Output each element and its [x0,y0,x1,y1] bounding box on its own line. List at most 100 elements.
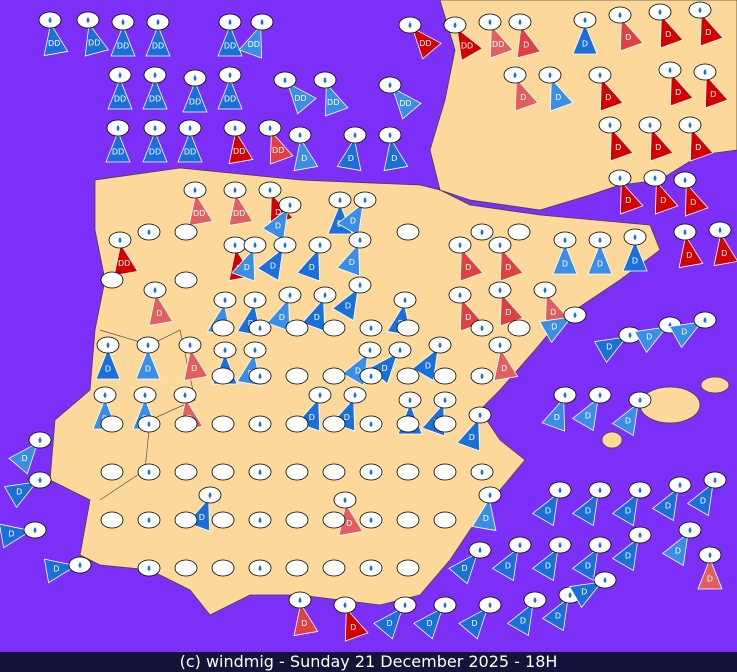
rain-icon [633,234,637,240]
rain-icon [458,292,462,298]
wind-arrow [411,27,442,60]
station [100,511,124,529]
wind-label: D [520,93,526,102]
wind-arrow [110,24,136,57]
rain-icon [518,542,522,548]
rain-icon [146,342,150,348]
wind-label: D [469,433,475,442]
wind-arrow [458,607,489,640]
wind-label: D [501,364,507,373]
wind-arrow [459,247,484,282]
rain-icon [618,12,622,18]
wind-arrow [552,242,578,275]
wind-arrow [654,180,679,215]
wind-arrow [514,77,539,112]
wind-arrow [261,207,289,242]
wind-arrow [293,137,319,172]
station [211,511,235,529]
rain-icon [268,187,272,193]
rain-icon [398,347,402,353]
wind-arrow [699,12,724,47]
wind-label: DD [492,40,504,49]
wind-label: D [665,501,671,510]
wind-label: D [675,88,681,97]
wind-arrow [84,22,110,57]
rain-icon [388,132,392,138]
wind-label: D [16,488,22,497]
rain-icon [408,397,412,403]
station [211,319,235,337]
rain-icon [708,552,712,558]
rain-icon [369,325,373,331]
wind-arrow [8,442,39,475]
wind-arrow [142,77,168,110]
rain-icon [598,72,602,78]
rain-icon [658,9,662,15]
station [322,463,346,481]
rain-icon [147,421,151,427]
wind-label: DD [48,39,60,48]
rain-icon [558,487,562,493]
rain-icon [408,22,412,28]
station [285,511,309,529]
rain-icon [518,19,522,25]
rain-icon [228,19,232,25]
wind-label: D [646,333,652,342]
rain-icon [608,122,612,128]
wind-arrow [669,72,694,107]
wind-arrow [296,247,321,282]
wind-arrow [697,557,723,590]
station [507,319,531,337]
rain-icon [223,297,227,303]
rain-icon [369,421,373,427]
station [396,367,420,385]
wind-label: D [681,328,687,337]
wind-label: D [426,619,432,628]
rain-icon [253,297,257,303]
wind-arrow [188,192,214,227]
wind-arrow [266,297,291,332]
rain-icon [478,412,482,418]
rain-icon [118,72,122,78]
rain-icon [147,565,151,571]
wind-arrow [411,347,439,382]
station [100,463,124,481]
station [285,367,309,385]
rain-icon [438,342,442,348]
wind-label: D [425,361,431,370]
station [285,559,309,577]
rain-icon [683,229,687,235]
wind-arrow [391,87,422,120]
land-ibiza [601,431,623,449]
station [396,463,420,481]
station [174,463,198,481]
rain-icon [228,72,232,78]
wind-label: D [105,365,111,374]
wind-arrow [661,532,689,567]
rain-icon [498,342,502,348]
wind-arrow [633,326,668,354]
station [100,271,124,289]
wind-label: D [605,93,611,102]
rain-icon [188,125,192,131]
wind-label: D [309,413,315,422]
wind-arrow [105,130,131,163]
rain-icon [78,562,82,568]
wind-label: D [721,249,727,258]
rain-icon [498,287,502,293]
rain-icon [618,175,622,181]
rain-icon [353,392,357,398]
rain-icon [443,602,447,608]
rain-icon [188,342,192,348]
rain-icon [369,565,373,571]
rain-icon [480,469,484,475]
station [396,559,420,577]
wind-arrow [686,482,714,517]
rain-icon [703,69,707,75]
wind-arrow [571,547,599,582]
wind-label: D [597,260,603,269]
rain-icon [443,397,447,403]
wind-arrow [456,417,481,452]
station [174,511,198,529]
rain-icon [118,237,122,243]
